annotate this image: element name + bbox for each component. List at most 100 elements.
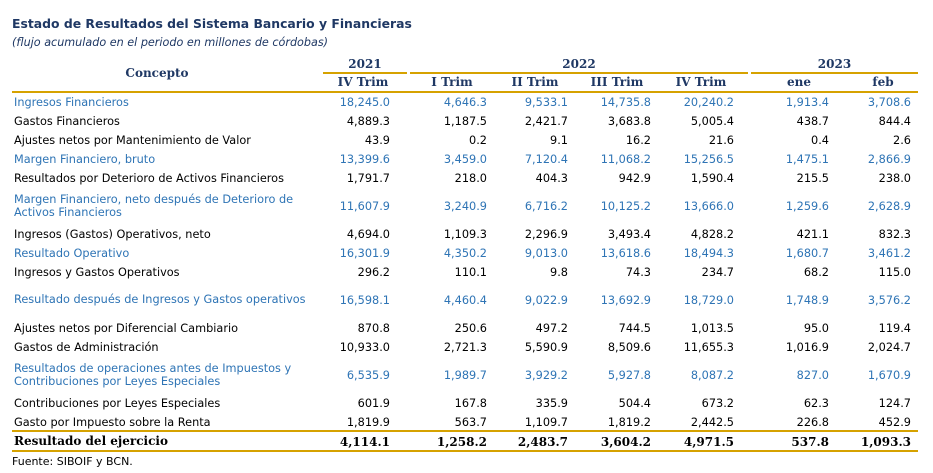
value-cell: 2,296.9 xyxy=(524,228,568,241)
value-cell: 16,301.9 xyxy=(339,247,390,260)
value-cell: 827.0 xyxy=(796,368,829,382)
value-cell: 13,618.6 xyxy=(600,247,651,260)
header-column: IV Trim xyxy=(337,75,389,89)
table-row: Resultado Operativo 16,301.9 4,350.2 9,013.… xyxy=(12,244,918,263)
value-cell: 2,442.5 xyxy=(690,416,734,429)
value-cell: 2.6 xyxy=(893,134,911,147)
divider-line xyxy=(12,430,918,432)
value-cell: 10,933.0 xyxy=(339,341,390,354)
value-cell: 3,493.4 xyxy=(607,228,651,241)
table-row: Resultados de operaciones antes de Impue… xyxy=(12,357,918,393)
row-label: Gasto por Impuesto sobre la Renta xyxy=(14,415,211,429)
value-cell: 14,735.8 xyxy=(600,96,651,109)
value-cell: 5,590.9 xyxy=(524,341,568,354)
value-cell: 4,694.0 xyxy=(346,228,390,241)
row-label: Margen Financiero, bruto xyxy=(14,152,156,166)
value-cell: 421.1 xyxy=(796,228,829,241)
table-row: Ingresos Financieros 18,245.0 4,646.3 9,533… xyxy=(12,93,918,112)
divider-line xyxy=(410,72,748,74)
value-cell: 1,258.2 xyxy=(436,434,487,449)
value-cell: 8,087.2 xyxy=(690,368,734,382)
value-cell: 832.3 xyxy=(878,228,911,241)
header-column: I Trim xyxy=(431,75,473,89)
header-column: ene xyxy=(787,75,811,89)
report-title: Estado de Resultados del Sistema Bancari… xyxy=(12,16,412,31)
header-column: II Trim xyxy=(511,75,559,89)
value-cell: 3,708.6 xyxy=(867,96,911,109)
table-row: Ajustes netos por Mantenimiento de Valor… xyxy=(12,131,918,150)
header-concept: Concepto xyxy=(125,66,189,80)
value-cell: 215.5 xyxy=(796,172,829,185)
row-label: Gastos de Administración xyxy=(14,340,159,354)
value-cell: 4,350.2 xyxy=(443,247,487,260)
value-cell: 18,729.0 xyxy=(683,293,734,307)
value-cell: 18,245.0 xyxy=(339,96,390,109)
value-cell: 62.3 xyxy=(803,397,829,410)
value-cell: 1,013.5 xyxy=(690,322,734,335)
value-cell: 404.3 xyxy=(535,172,568,185)
table-row: Ingresos y Gastos Operativos 296.2 110.1 9.… xyxy=(12,263,918,282)
divider-line xyxy=(323,72,407,74)
header-column: III Trim xyxy=(590,75,644,89)
value-cell: 21.6 xyxy=(708,134,734,147)
value-cell: 335.9 xyxy=(535,397,568,410)
value-cell: 537.8 xyxy=(791,434,829,449)
value-cell: 13,666.0 xyxy=(683,199,734,213)
value-cell: 744.5 xyxy=(618,322,651,335)
header-year: 2023 xyxy=(817,57,852,71)
value-cell: 9,533.1 xyxy=(524,96,568,109)
value-cell: 296.2 xyxy=(357,266,390,279)
header-year: 2022 xyxy=(562,57,596,71)
value-cell: 3,929.2 xyxy=(524,368,568,382)
value-cell: 452.9 xyxy=(878,416,911,429)
divider-line xyxy=(12,450,918,452)
value-cell: 2,628.9 xyxy=(867,199,911,213)
value-cell: 234.7 xyxy=(701,266,734,279)
value-cell: 3,576.2 xyxy=(867,293,911,307)
value-cell: 4,889.3 xyxy=(346,115,390,128)
value-cell: 110.1 xyxy=(454,266,487,279)
value-cell: 11,607.9 xyxy=(339,199,390,213)
value-cell: 9.1 xyxy=(550,134,568,147)
value-cell: 2,866.9 xyxy=(867,153,911,166)
value-cell: 497.2 xyxy=(535,322,568,335)
value-cell: 1,819.2 xyxy=(607,416,651,429)
value-cell: 2,483.7 xyxy=(517,434,568,449)
value-cell: 6,535.9 xyxy=(346,368,390,382)
value-cell: 1,109.7 xyxy=(524,416,568,429)
value-cell: 1,259.6 xyxy=(785,199,829,213)
value-cell: 3,461.2 xyxy=(867,247,911,260)
source-note: Fuente: SIBOIF y BCN. xyxy=(12,455,133,468)
value-cell: 124.7 xyxy=(878,397,911,410)
table-row: Ingresos (Gastos) Operativos, neto 4,694.… xyxy=(12,225,918,244)
value-cell: 1,819.9 xyxy=(346,416,390,429)
report-subtitle: (flujo acumulado en el periodo en millon… xyxy=(12,36,329,49)
value-cell: 1,475.1 xyxy=(785,153,829,166)
value-cell: 4,460.4 xyxy=(443,293,487,307)
row-label: Margen Financiero, neto después de Deter… xyxy=(14,192,294,219)
value-cell: 438.7 xyxy=(796,115,829,128)
row-label: Contribuciones por Leyes Especiales xyxy=(14,396,221,410)
table-row: Gasto por Impuesto sobre la Renta 1,819.9… xyxy=(12,413,918,432)
value-cell: 15,256.5 xyxy=(683,153,734,166)
table-row: Contribuciones por Leyes Especiales 601.9… xyxy=(12,394,918,413)
divider-line xyxy=(751,72,918,74)
value-cell: 2,024.7 xyxy=(867,341,911,354)
header-column: IV Trim xyxy=(675,75,727,89)
value-cell: 11,655.3 xyxy=(683,341,734,354)
value-cell: 119.4 xyxy=(878,322,911,335)
value-cell: 1,748.9 xyxy=(785,293,829,307)
value-cell: 250.6 xyxy=(454,322,487,335)
divider-line xyxy=(12,91,918,93)
value-cell: 4,971.5 xyxy=(683,434,734,449)
value-cell: 13,399.6 xyxy=(339,153,390,166)
value-cell: 1,016.9 xyxy=(785,341,829,354)
value-cell: 43.9 xyxy=(364,134,390,147)
total-row: Resultado del ejercicio 4,114.1 1,258.2 2,4… xyxy=(12,432,918,451)
value-cell: 3,459.0 xyxy=(443,153,487,166)
value-cell: 11,068.2 xyxy=(600,153,651,166)
value-cell: 5,927.8 xyxy=(607,368,651,382)
value-cell: 218.0 xyxy=(454,172,487,185)
value-cell: 0.2 xyxy=(469,134,487,147)
value-cell: 1,913.4 xyxy=(785,96,829,109)
